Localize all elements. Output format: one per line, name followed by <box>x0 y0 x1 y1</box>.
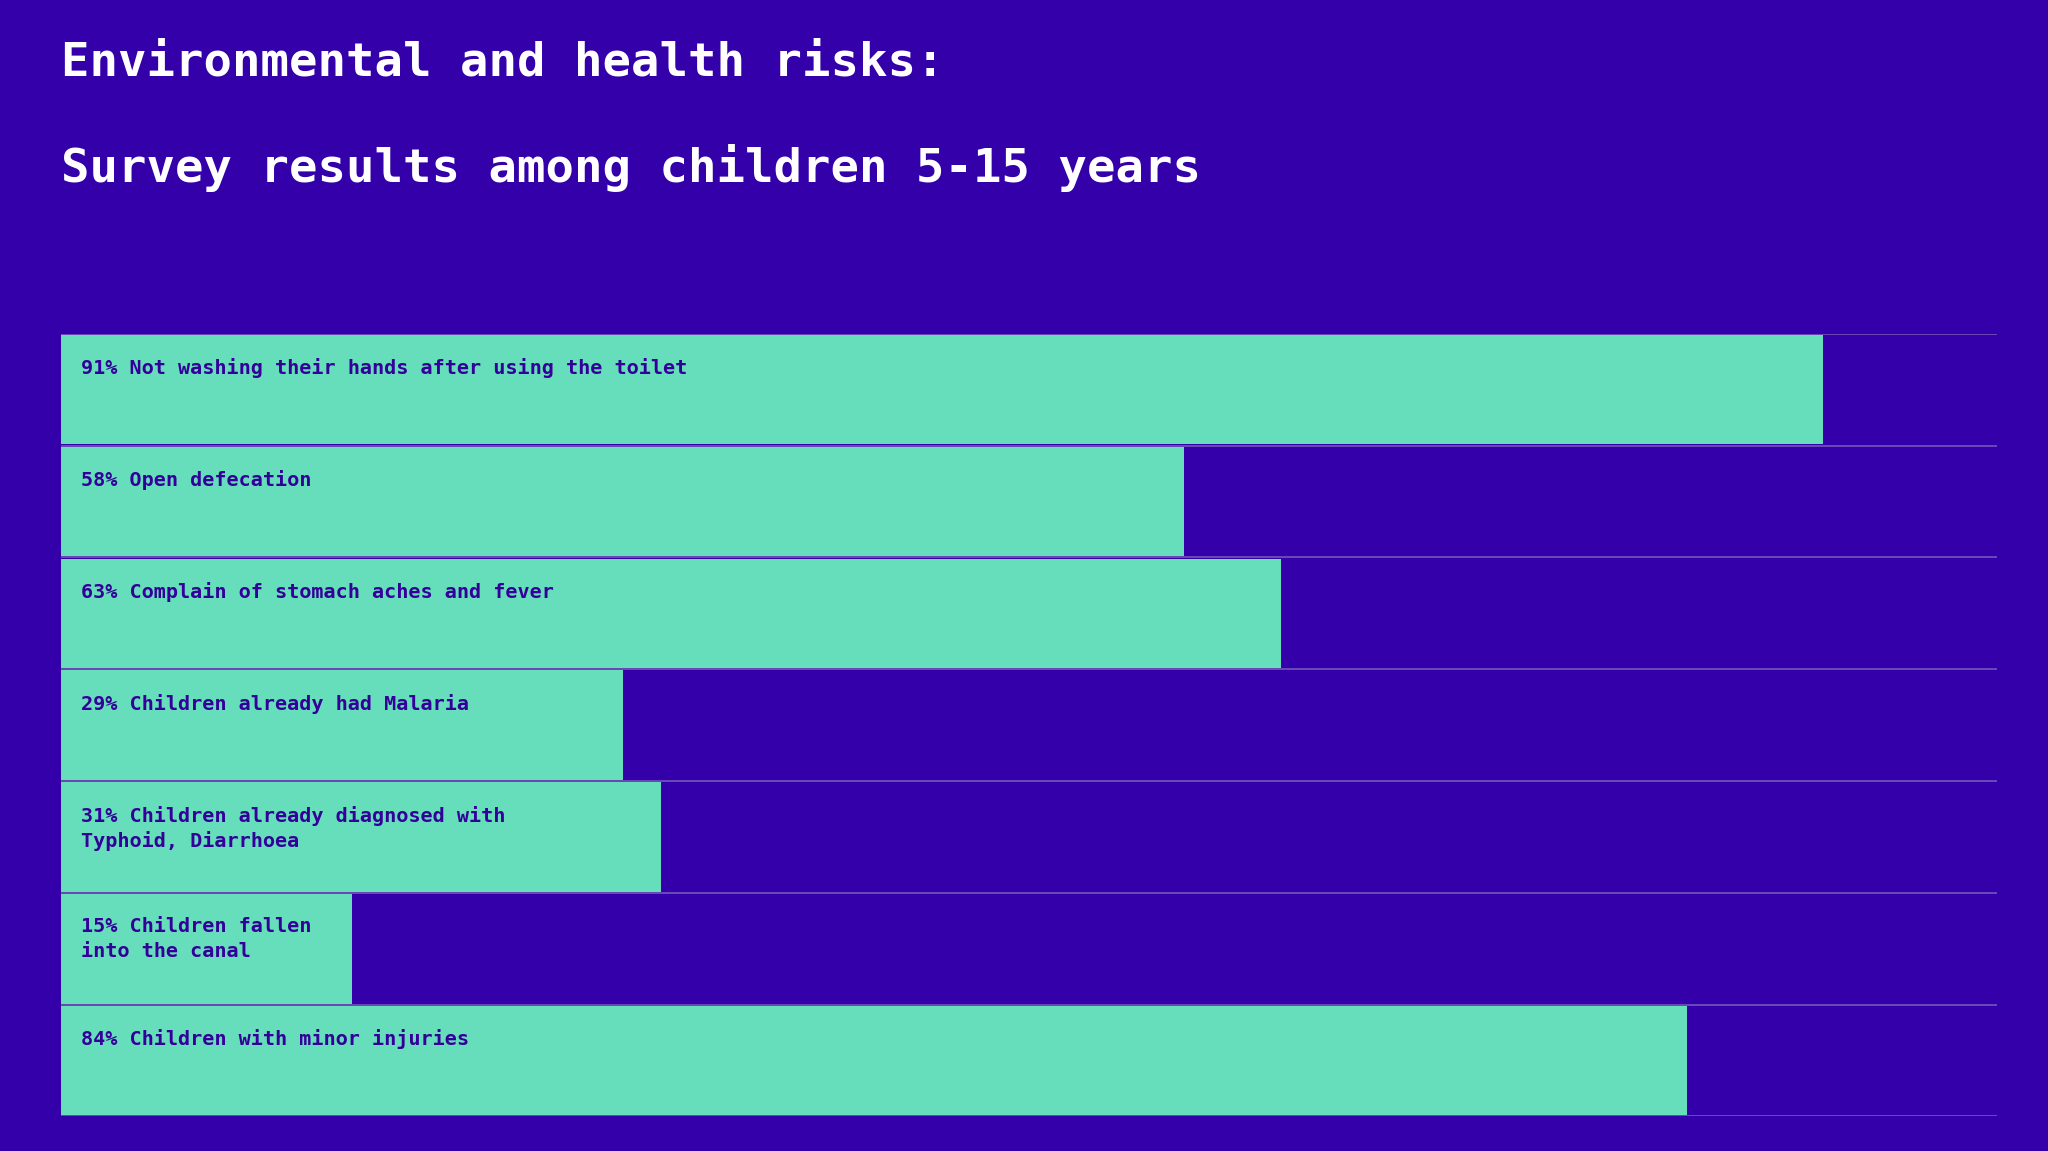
Text: Environmental and health risks:: Environmental and health risks: <box>61 40 944 85</box>
Bar <box>61 783 662 892</box>
Text: 15% Children fallen
into the canal: 15% Children fallen into the canal <box>80 917 311 961</box>
Bar <box>61 335 1823 444</box>
Text: 63% Complain of stomach aches and fever: 63% Complain of stomach aches and fever <box>80 582 553 602</box>
Text: Survey results among children 5-15 years: Survey results among children 5-15 years <box>61 144 1202 192</box>
Bar <box>61 447 1184 556</box>
Bar <box>61 894 352 1004</box>
Bar <box>61 558 1280 668</box>
Bar <box>61 670 623 780</box>
Text: 58% Open defecation: 58% Open defecation <box>80 471 311 490</box>
Text: 91% Not washing their hands after using the toilet: 91% Not washing their hands after using … <box>80 358 686 379</box>
Text: 29% Children already had Malaria: 29% Children already had Malaria <box>80 694 469 714</box>
Text: 84% Children with minor injuries: 84% Children with minor injuries <box>80 1029 469 1050</box>
Text: 31% Children already diagnosed with
Typhoid, Diarrhoea: 31% Children already diagnosed with Typh… <box>80 806 506 852</box>
Bar <box>61 1006 1688 1115</box>
